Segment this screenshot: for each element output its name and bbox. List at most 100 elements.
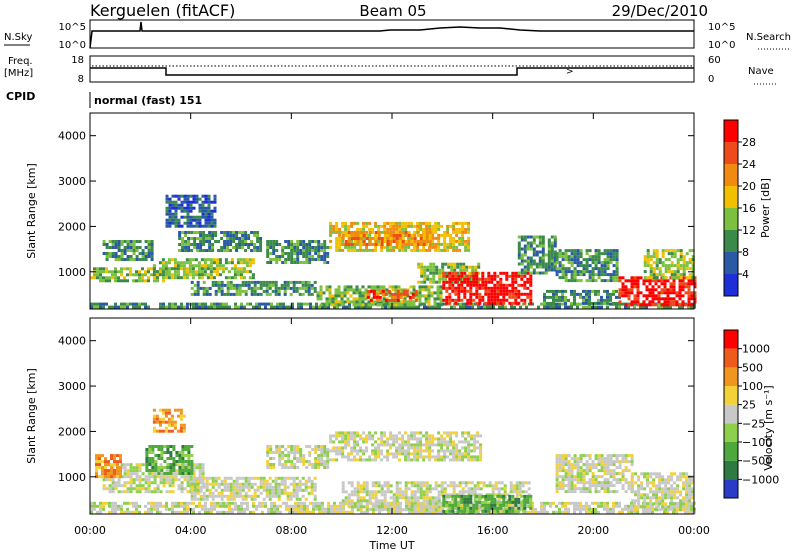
velocity-echo-cell	[277, 488, 281, 492]
velocity-echoes	[90, 408, 696, 514]
power-echo-cell	[461, 230, 465, 234]
power-echo-cell	[374, 221, 378, 225]
velocity-echo-cell	[428, 484, 432, 488]
power-echo-cell	[462, 268, 466, 272]
power-echo-cell	[550, 253, 554, 257]
power-echo-cell	[202, 231, 206, 234]
velocity-echo-cell	[261, 504, 264, 508]
power-echo-cell	[389, 224, 393, 228]
power-echo-cell	[687, 305, 690, 309]
power-echo-cell	[501, 305, 504, 309]
power-echo-cell	[256, 240, 260, 243]
velocity-echo-cell	[290, 463, 294, 466]
velocity-echo-cell	[135, 466, 139, 470]
power-echo-cell	[453, 265, 457, 269]
velocity-echo-cell	[295, 497, 299, 501]
power-echo-cell	[422, 234, 426, 237]
velocity-echo-cell	[374, 481, 378, 485]
power-echo-cell	[284, 261, 288, 264]
velocity-echo-cell	[350, 502, 354, 506]
power-echo-cell	[514, 292, 518, 296]
power-echo-cell	[480, 305, 483, 309]
velocity-echo-cell	[633, 510, 636, 514]
velocity-echo-cell	[171, 504, 174, 508]
power-echo-cell	[314, 252, 318, 255]
power-echo-cell	[244, 280, 248, 284]
power-echo-cell	[247, 283, 251, 287]
velocity-echo-cell	[341, 431, 345, 435]
velocity-echo-cell	[495, 504, 498, 508]
velocity-echo-cell	[183, 510, 186, 514]
power-echo-cell	[226, 280, 230, 284]
power-echo-cell	[588, 273, 592, 277]
velocity-echo-cell	[299, 451, 303, 454]
velocity-echo-cell	[410, 490, 414, 494]
power-echo-cell	[487, 298, 491, 302]
power-echo-cell	[585, 261, 589, 265]
power-echo-cell	[413, 243, 417, 246]
velocity-echo-cell	[419, 455, 423, 459]
power-echo-cell	[585, 289, 588, 293]
velocity-echo-cell	[184, 469, 188, 472]
power-echo-cell	[204, 212, 208, 216]
power-echo-cell	[606, 289, 609, 293]
velocity-echo-cell	[318, 510, 321, 514]
power-echo-cell	[189, 203, 193, 207]
power-echo-cell	[550, 244, 554, 248]
power-echo-cell	[241, 237, 245, 240]
velocity-echo-cell	[283, 488, 287, 492]
velocity-echo-cell	[443, 452, 447, 456]
power-colorbar-tick-label: 20	[742, 180, 756, 193]
power-echo-cell	[439, 303, 443, 307]
power-echo-cell	[657, 305, 660, 309]
power-echo-cell	[535, 244, 539, 248]
power-echo-cell	[564, 305, 567, 309]
velocity-echo-cell	[256, 494, 260, 498]
velocity-echo-cell	[111, 510, 114, 514]
velocity-echo-cell	[546, 501, 549, 505]
power-echo-cell	[517, 235, 521, 239]
power-echo-cell	[636, 294, 640, 298]
power-echo-cell	[449, 224, 453, 228]
velocity-echo-cell	[304, 485, 308, 489]
power-echo-cell	[147, 276, 150, 280]
power-echo-cell	[108, 252, 112, 255]
velocity-echo-cell	[169, 457, 173, 460]
power-echo-cell	[224, 267, 228, 271]
power-echo-cell	[359, 243, 363, 246]
velocity-echo-cell	[123, 490, 127, 494]
velocity-echo-cell	[154, 466, 158, 469]
velocity-echo-cell	[129, 469, 133, 473]
power-echo-cell	[283, 283, 287, 287]
power-echo-cell	[690, 282, 694, 286]
power-echo-cell	[458, 239, 462, 243]
velocity-echo-cell	[313, 482, 317, 486]
power-echo-cell	[138, 302, 141, 306]
power-echo-cell	[550, 265, 554, 269]
power-echo-cell	[553, 268, 557, 272]
power-echo-cell	[526, 268, 530, 272]
velocity-echo-cell	[549, 504, 552, 508]
power-echo-cell	[682, 273, 686, 277]
power-echo-cell	[320, 255, 324, 258]
velocity-echo-cell	[573, 504, 576, 508]
power-echo-cell	[688, 258, 692, 262]
power-echo-cell	[552, 305, 555, 309]
velocity-echo-cell	[351, 507, 354, 511]
power-echo-cell	[368, 240, 372, 243]
velocity-echo-cell	[126, 481, 130, 485]
velocity-echo-cell	[392, 443, 396, 447]
power-echo-cell	[236, 273, 240, 277]
power-echo-cell	[232, 283, 236, 287]
power-echo-cell	[387, 298, 391, 302]
power-echo-cell	[365, 224, 369, 228]
power-echo-cell	[402, 298, 406, 302]
power-echo-cell	[453, 268, 457, 272]
power-echo-cell	[451, 298, 455, 302]
velocity-echo-cell	[612, 510, 615, 514]
power-echo-cell	[679, 252, 683, 256]
power-echo-cell	[526, 277, 530, 281]
power-echo-cell	[454, 271, 458, 275]
velocity-echo-cell	[108, 487, 112, 491]
power-echo-cell	[526, 247, 530, 251]
